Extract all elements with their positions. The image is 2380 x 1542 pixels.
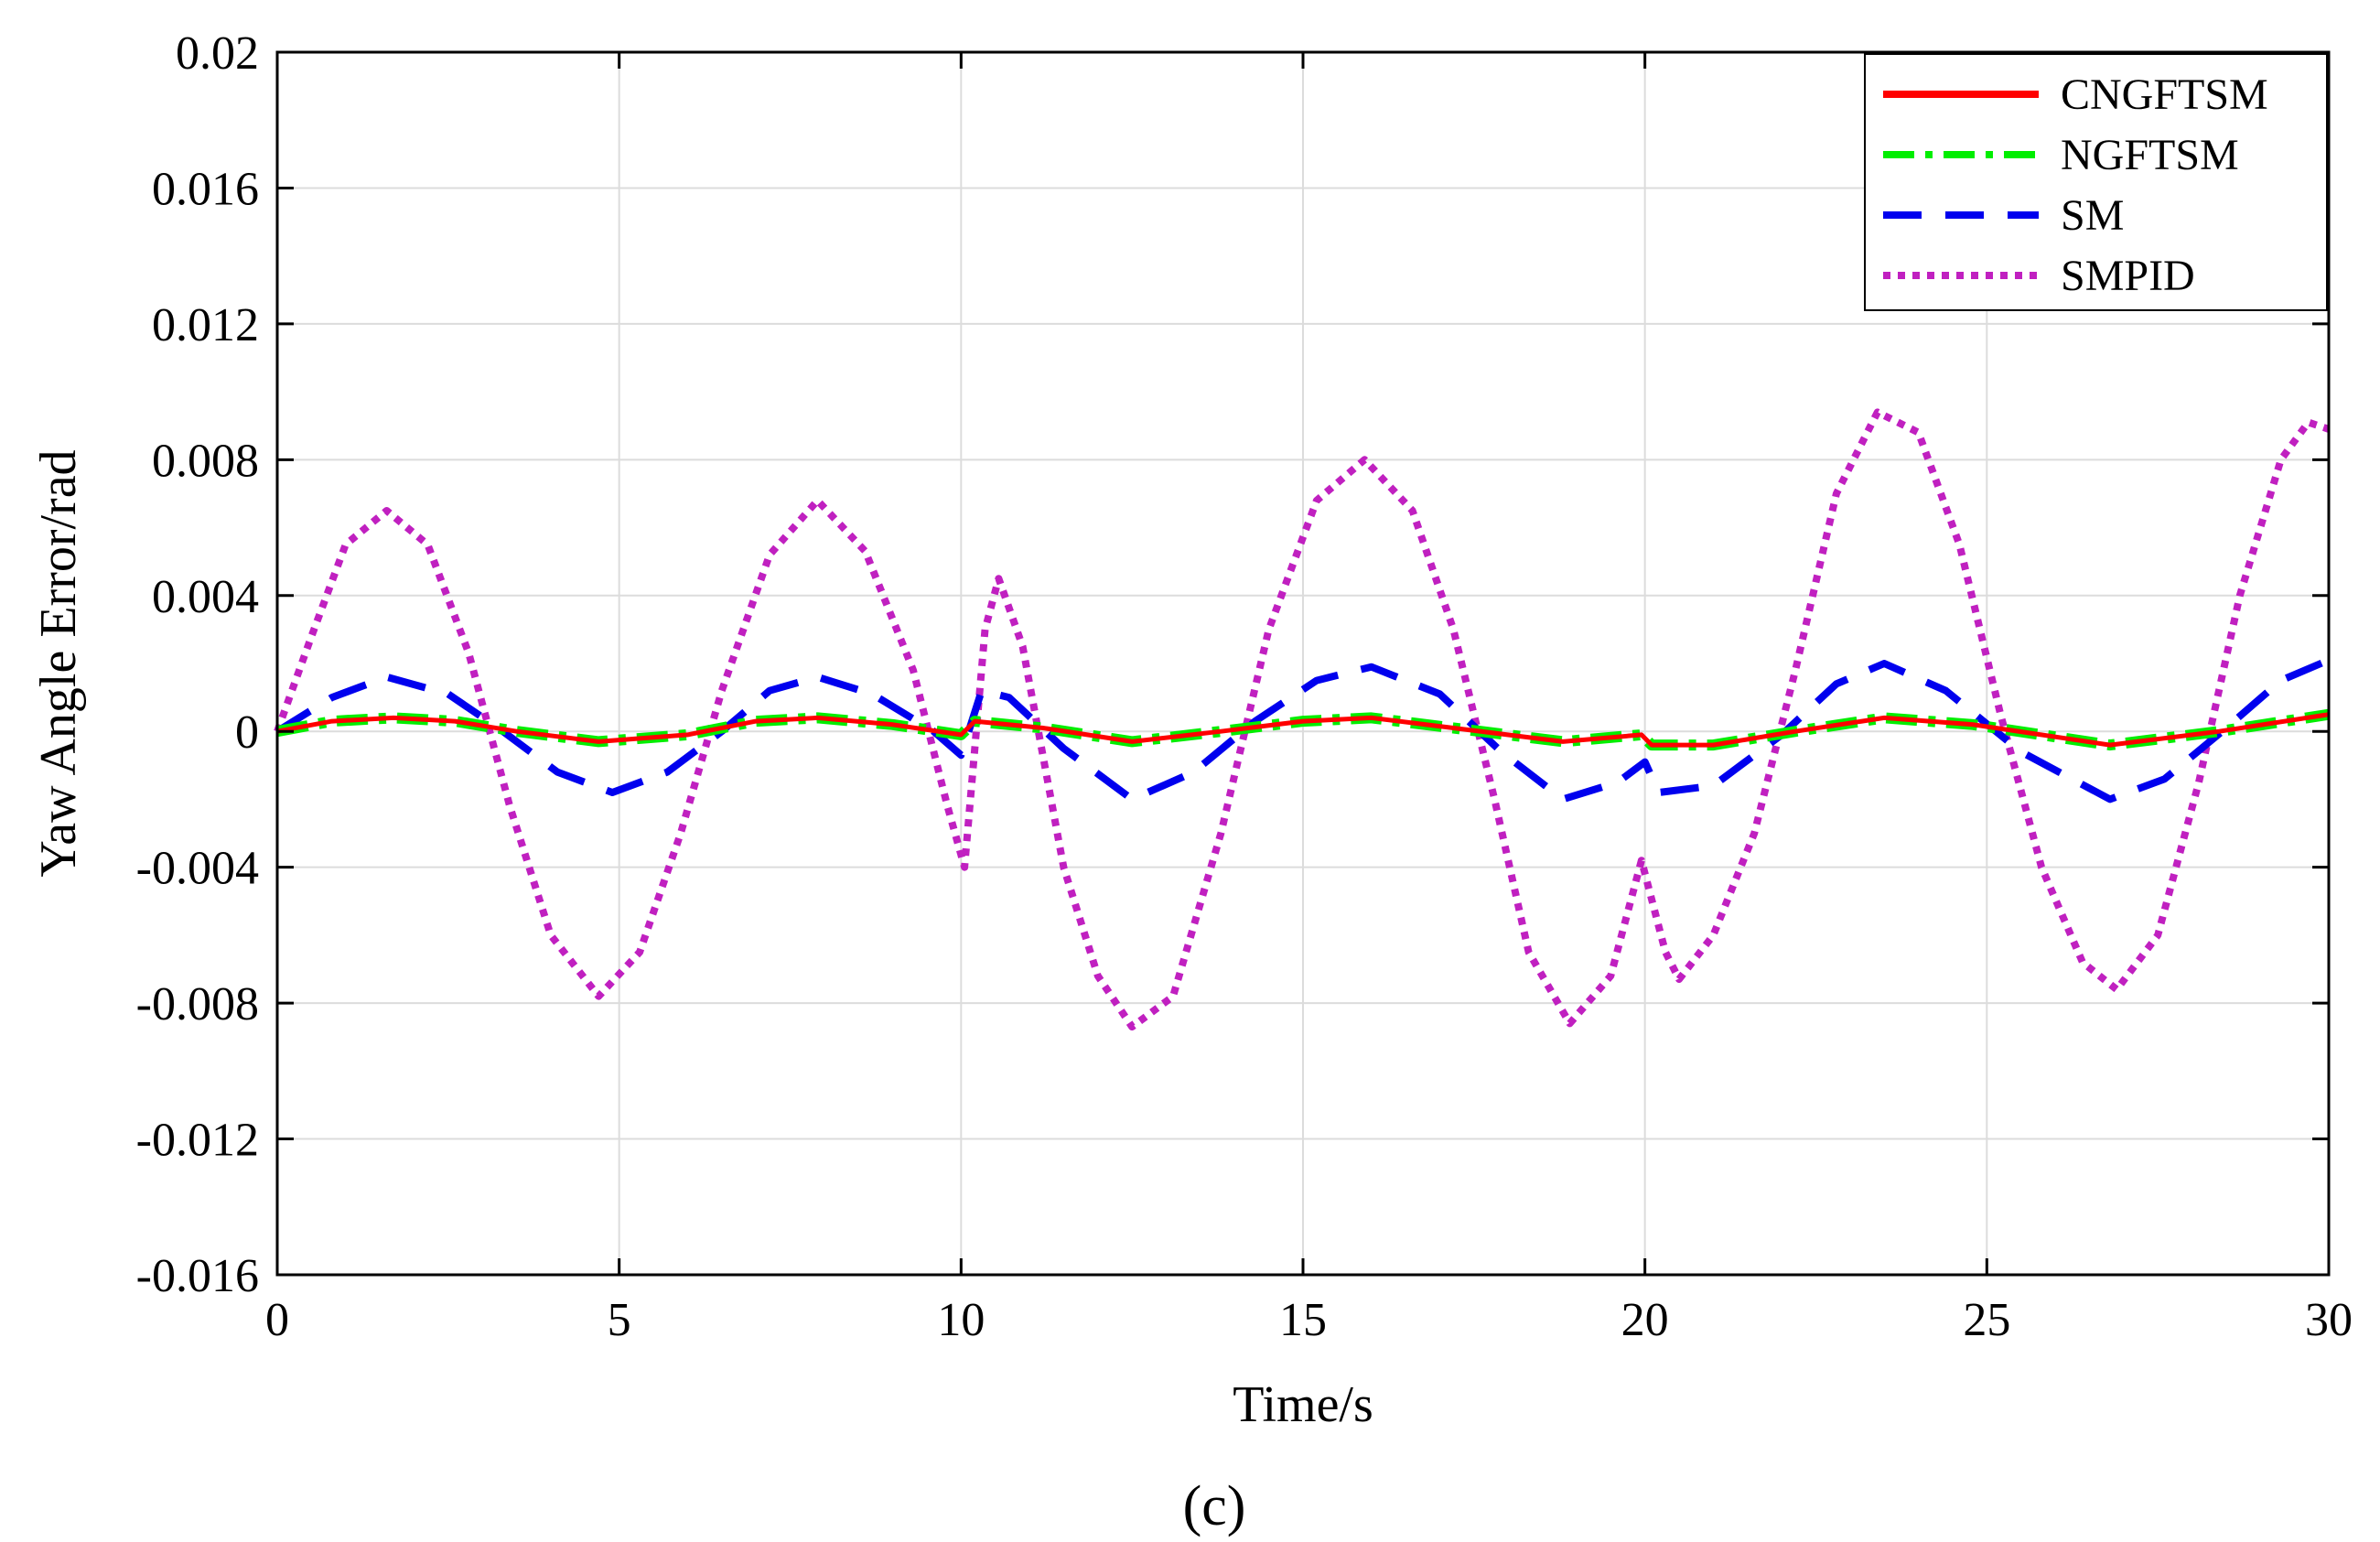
- legend-label: SMPID: [2061, 252, 2195, 300]
- legend-label: CNGFTSM: [2061, 70, 2268, 119]
- legend-label: SM: [2061, 191, 2124, 240]
- x-tick-label: 25: [1963, 1294, 2010, 1346]
- x-tick-label: 10: [937, 1294, 985, 1346]
- figure-caption: (c): [1183, 1475, 1246, 1537]
- y-tick-label: 0: [235, 706, 259, 759]
- x-tick-label: 30: [2305, 1294, 2353, 1346]
- legend-label: NGFTSM: [2061, 131, 2239, 179]
- y-tick-label: -0.008: [136, 978, 259, 1030]
- y-tick-label: 0.004: [152, 571, 259, 623]
- x-tick-label: 15: [1279, 1294, 1327, 1346]
- series-line-cngftsm: [276, 712, 2330, 748]
- axis-ticks: 0 5 10 15 20 25 300.020.0160.0120.0080.0040-0.…: [136, 27, 2353, 1346]
- x-tick-label: 0: [265, 1294, 289, 1346]
- y-tick-label: 0.02: [176, 27, 259, 80]
- series-line-smpid: [274, 408, 2331, 1031]
- y-tick-label: -0.012: [136, 1115, 259, 1167]
- y-tick-label: 0.016: [152, 163, 259, 215]
- y-axis-label: Yaw Angle Error/rad: [30, 449, 87, 877]
- series-line-sm: [275, 656, 2331, 803]
- y-tick-label: 0.008: [152, 435, 259, 487]
- y-tick-label: -0.016: [136, 1250, 259, 1302]
- plot-series: [274, 408, 2331, 1031]
- x-tick-label: 5: [608, 1294, 631, 1346]
- x-tick-label: 20: [1621, 1294, 1669, 1346]
- legend: CNGFTSM NGFTSM SM SMPID: [1864, 53, 2328, 311]
- y-tick-label: -0.004: [136, 843, 259, 895]
- x-axis-label: Time/s: [1233, 1376, 1373, 1433]
- y-tick-label: 0.012: [152, 299, 259, 351]
